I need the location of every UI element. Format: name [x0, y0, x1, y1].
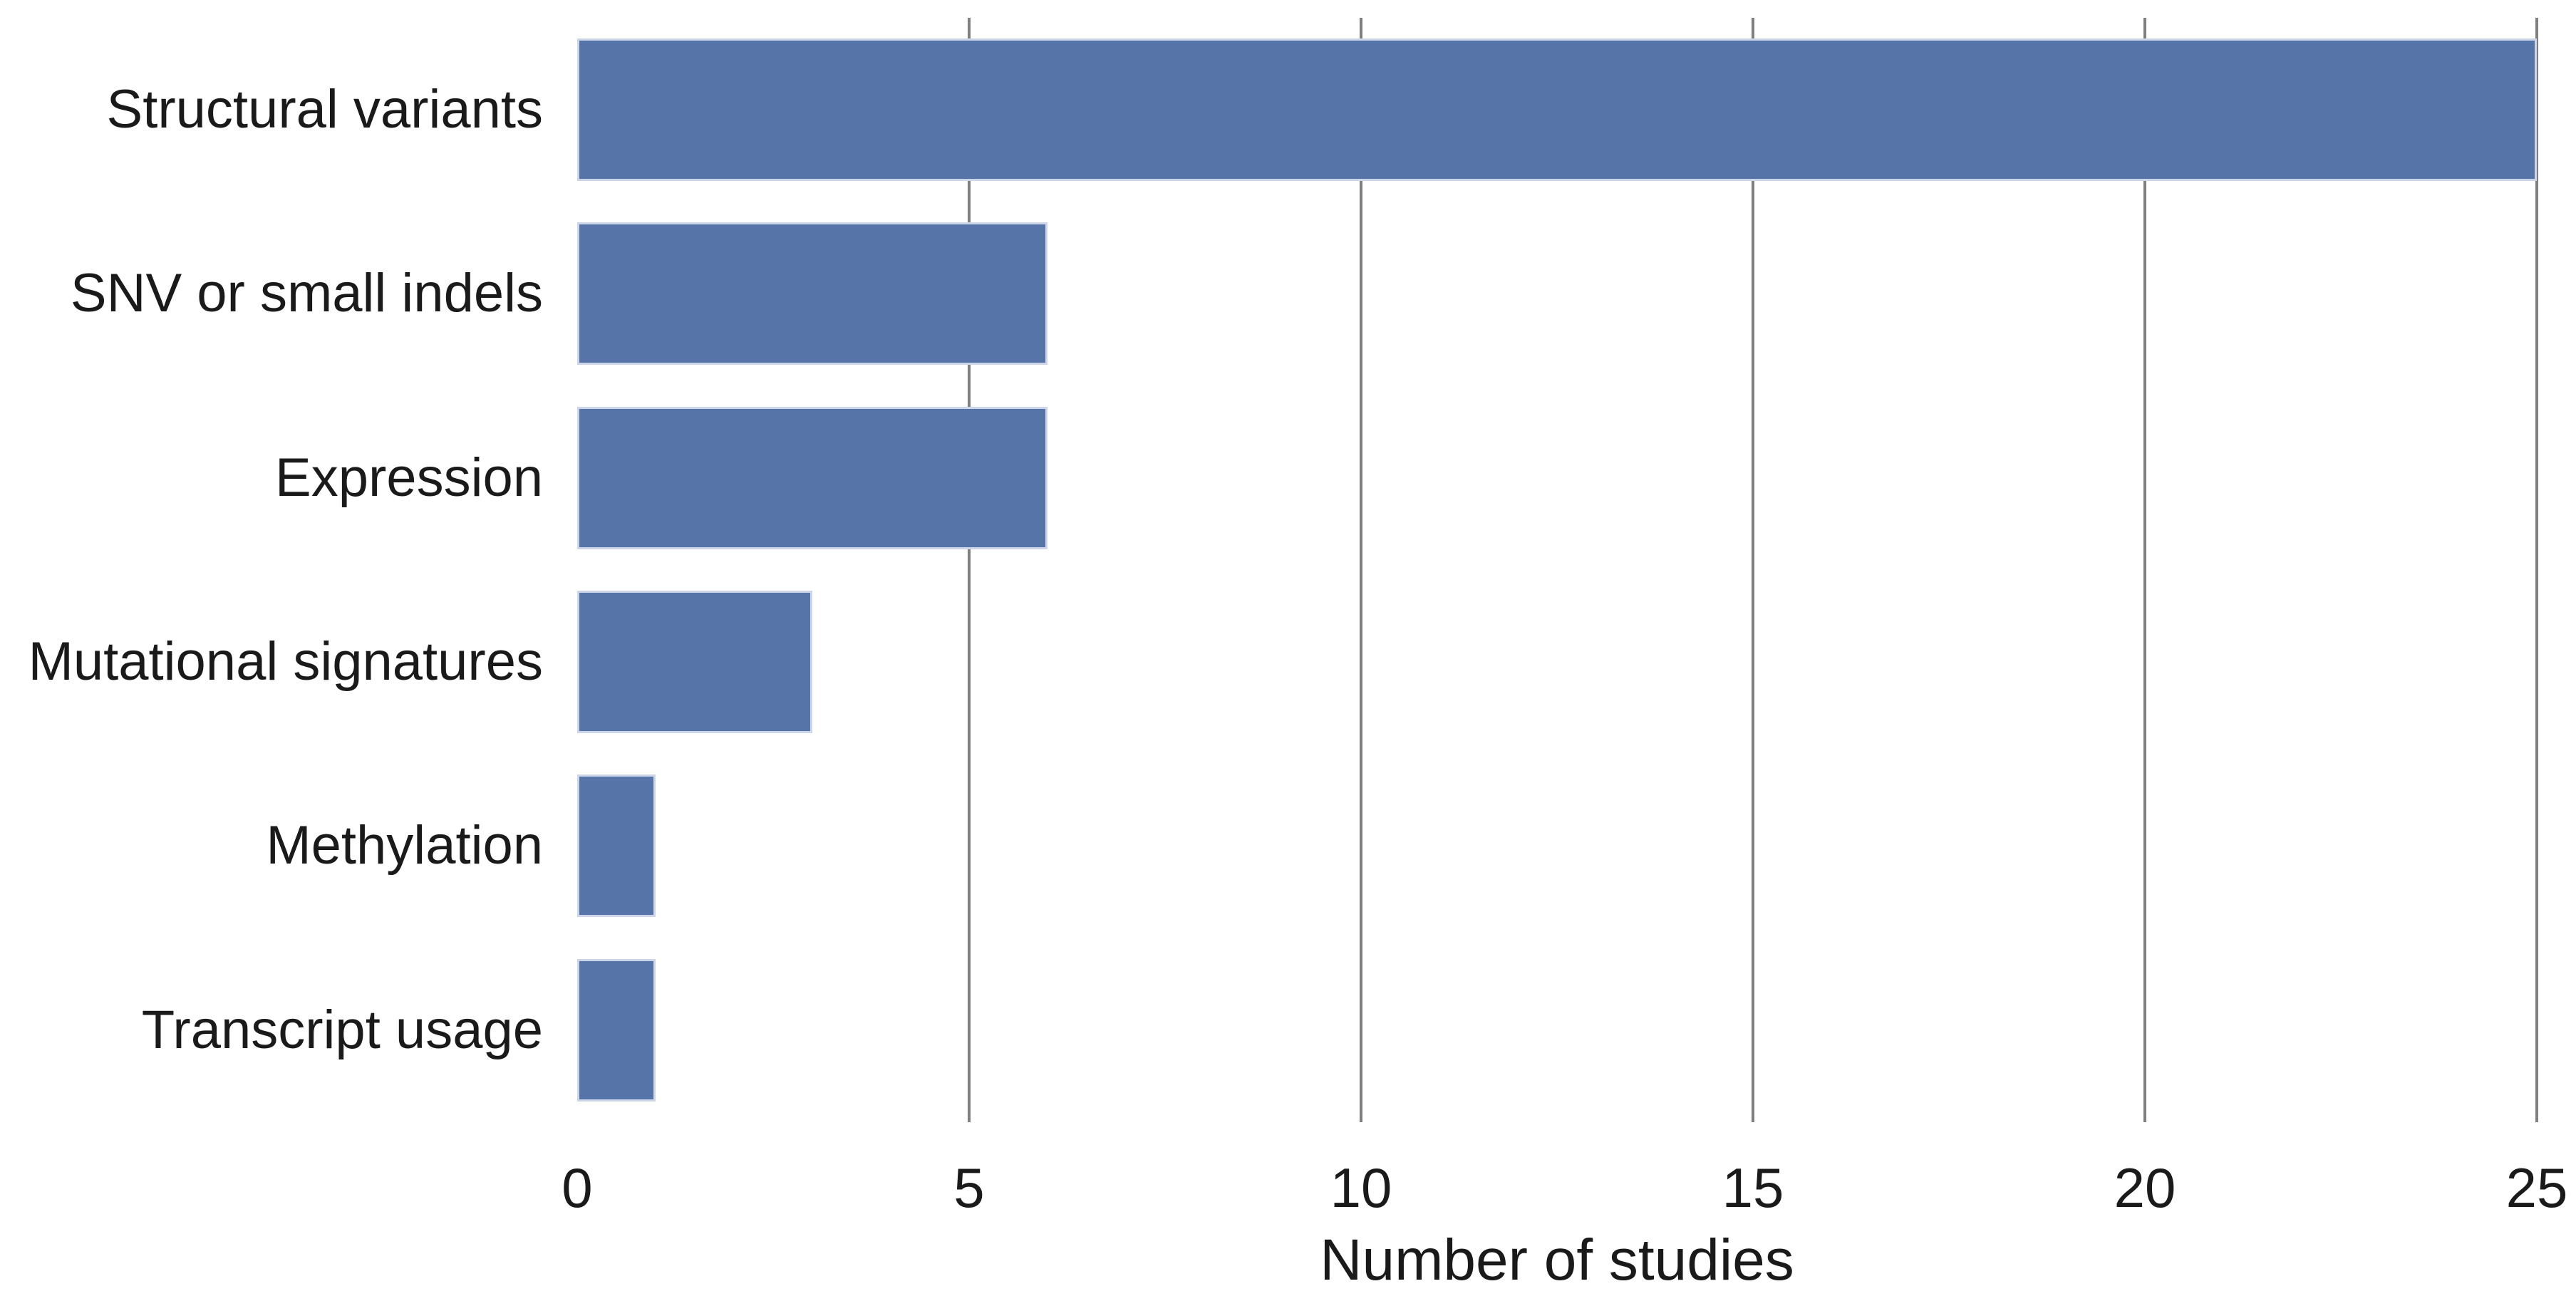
category-labels: Structural variants SNV or small indels Ex…	[0, 18, 543, 1122]
bar	[577, 958, 656, 1102]
plot-area	[577, 18, 2538, 1122]
category-label: Mutational signatures	[28, 631, 543, 693]
category-label: Transcript usage	[141, 999, 543, 1060]
x-tick-label: 15	[1722, 1156, 1784, 1219]
gridline	[1752, 18, 1754, 1122]
gridline	[2143, 18, 2146, 1122]
x-axis-title: Number of studies	[1320, 1228, 1794, 1292]
bar-rows	[577, 18, 2537, 1122]
bar-row	[577, 18, 2537, 202]
bar-row	[577, 938, 2537, 1122]
bar-row	[577, 386, 2537, 570]
bar	[577, 38, 2537, 182]
x-tick-label: 5	[953, 1156, 985, 1219]
x-tick-label: 10	[1330, 1156, 1392, 1219]
bar	[577, 591, 812, 734]
gridline	[968, 18, 971, 1122]
category-label: Methylation	[266, 815, 543, 876]
bar	[577, 774, 656, 918]
x-tick-label: 25	[2505, 1156, 2568, 1219]
x-tick-label: 0	[562, 1156, 593, 1219]
bar	[577, 222, 1048, 366]
gridline	[2535, 18, 2538, 1122]
bar	[577, 406, 1048, 549]
x-tick-label: 20	[2114, 1156, 2176, 1219]
bar-row	[577, 570, 2537, 754]
bar-row	[577, 202, 2537, 385]
x-axis-ticks: 0 5 10 15 20 25	[562, 1156, 2567, 1231]
category-label: Expression	[275, 447, 543, 508]
category-label: Structural variants	[106, 79, 543, 140]
gridline	[1360, 18, 1362, 1122]
category-label: SNV or small indels	[70, 263, 543, 324]
bar-row	[577, 754, 2537, 938]
